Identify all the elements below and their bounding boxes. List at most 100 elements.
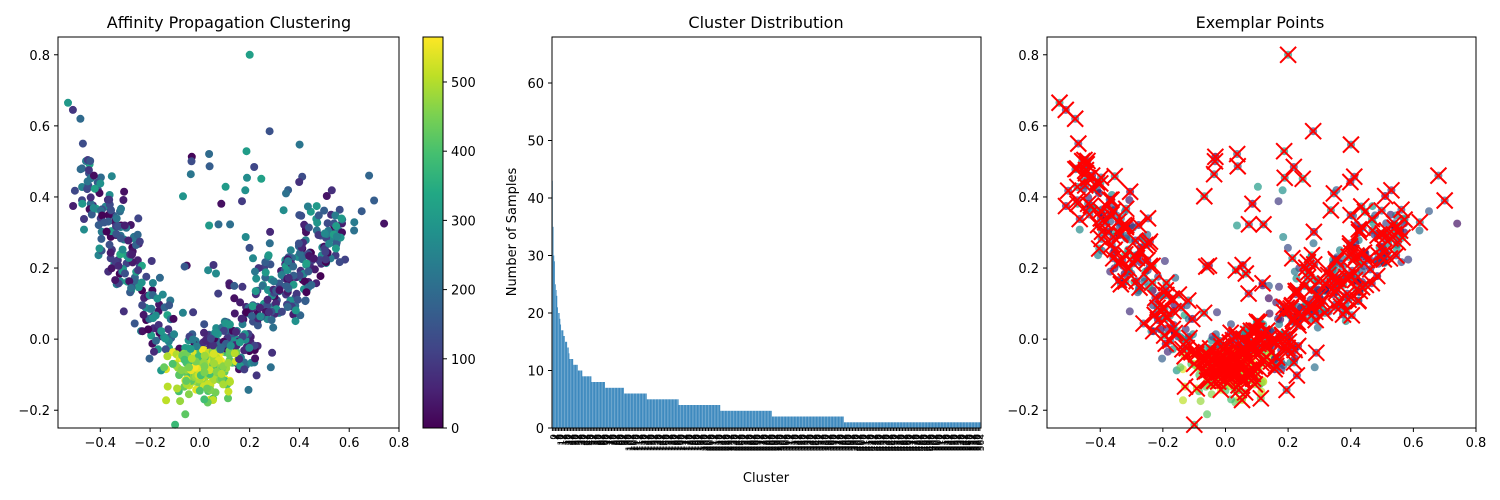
bar xyxy=(677,399,679,429)
scatter-point xyxy=(86,193,95,202)
x-tick-label: 214 xyxy=(712,434,722,451)
scatter-point xyxy=(150,347,158,356)
bar xyxy=(692,405,693,428)
scatter-point xyxy=(314,231,323,239)
bar xyxy=(615,387,617,429)
x-tick-label: 450 xyxy=(890,434,900,451)
exemplar-marker xyxy=(1080,205,1099,224)
x-tick-label: 72 xyxy=(604,434,614,445)
x-tick-label: 548 xyxy=(965,434,975,451)
scatter-point xyxy=(357,207,366,216)
bar xyxy=(590,376,592,429)
bar xyxy=(879,422,881,429)
bar xyxy=(863,422,865,429)
scatter-point xyxy=(64,98,72,107)
x-tick-label: 334 xyxy=(803,434,813,451)
bar xyxy=(934,422,936,429)
bar xyxy=(917,422,919,429)
colorbar: 0 100 200 300 400 500 xyxy=(422,36,476,437)
bar xyxy=(593,382,594,428)
bar xyxy=(588,376,590,429)
x-tick-label: 330 xyxy=(800,434,810,451)
scatter-point xyxy=(264,308,273,317)
bar xyxy=(602,382,604,428)
bar xyxy=(954,422,956,429)
scatter-point xyxy=(68,105,77,114)
bar xyxy=(597,382,599,428)
x-tick-label: 340 xyxy=(807,434,817,451)
scatter-point xyxy=(266,227,275,236)
bar xyxy=(622,387,624,429)
bar xyxy=(956,422,958,429)
bar xyxy=(751,410,753,429)
bar xyxy=(924,422,926,429)
exemplar-marker xyxy=(1155,300,1174,318)
x-tick-label: 420 xyxy=(868,434,878,451)
x-tick-label: 194 xyxy=(696,434,706,451)
scatter-point xyxy=(370,196,379,205)
bar xyxy=(846,422,847,429)
exemplar-marker xyxy=(1179,291,1197,310)
scatter-point xyxy=(162,396,171,405)
scatter-point xyxy=(261,268,270,277)
bar xyxy=(769,410,771,429)
bar xyxy=(965,422,966,429)
scatter-point xyxy=(269,323,278,332)
axes: −0.4 −0.2 0.0 0.2 0.4 0.6 0.8 −0.2 0.0 0.2 0.4 0.6 0… xyxy=(1007,49,1486,451)
bar xyxy=(643,393,645,428)
bar xyxy=(600,382,602,428)
x-tick-label: 202 xyxy=(702,434,712,451)
bar xyxy=(849,422,851,429)
exemplar-marker xyxy=(1306,303,1325,321)
bar xyxy=(809,416,810,428)
scatter-point xyxy=(251,354,260,363)
exemplar-marker xyxy=(1200,256,1218,275)
bar xyxy=(910,422,912,429)
exemplar-marker xyxy=(1093,223,1111,241)
bar xyxy=(810,416,812,428)
bar xyxy=(576,364,577,429)
bar xyxy=(915,422,916,429)
scatter-point xyxy=(304,223,313,232)
exemplar-marker xyxy=(1307,344,1326,362)
bar xyxy=(698,405,699,428)
bar xyxy=(621,387,622,429)
scatter-point xyxy=(144,325,153,334)
exemplar-marker xyxy=(1392,200,1411,219)
colorbar-tick-label: 100 xyxy=(451,353,476,368)
x-tick-label: 28 xyxy=(571,434,581,446)
scatter-point xyxy=(217,199,226,208)
x-tick-label: 418 xyxy=(866,434,876,451)
x-tick-label: 266 xyxy=(751,434,761,451)
bar xyxy=(690,405,691,428)
x-tick-label: 422 xyxy=(869,434,879,451)
bar xyxy=(727,410,729,429)
bar xyxy=(614,387,615,429)
scatter-point xyxy=(292,289,301,298)
bar xyxy=(623,387,624,429)
bar xyxy=(762,410,763,429)
x-tick-label: 296 xyxy=(774,434,784,451)
bar xyxy=(977,422,978,429)
bar xyxy=(679,405,681,428)
scatter-point xyxy=(323,219,332,228)
x-tick-label: 484 xyxy=(916,434,926,451)
bar xyxy=(663,399,665,429)
exemplar-marker xyxy=(1212,337,1231,356)
bar xyxy=(687,405,689,428)
bar xyxy=(616,387,618,429)
x-tick-label: 152 xyxy=(665,434,675,451)
bar xyxy=(834,416,836,428)
bar xyxy=(872,422,874,429)
bar xyxy=(860,422,862,429)
bar xyxy=(627,393,629,428)
bar xyxy=(871,422,873,429)
bar xyxy=(814,416,815,428)
bar xyxy=(604,382,605,428)
bar xyxy=(866,422,868,429)
x-tick-label: 378 xyxy=(836,434,846,451)
scatter-point xyxy=(169,314,178,323)
bar xyxy=(763,410,765,429)
bar xyxy=(934,422,935,429)
bar xyxy=(831,416,832,428)
